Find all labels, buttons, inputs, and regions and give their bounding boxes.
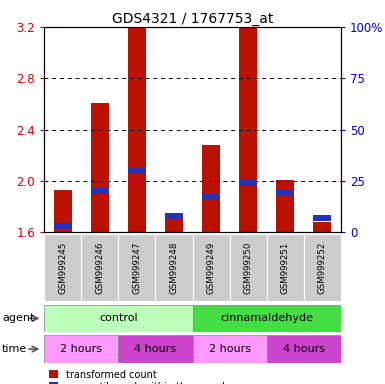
Text: 2 hours: 2 hours [209, 344, 251, 354]
Bar [165, 213, 183, 219]
Bar [313, 222, 331, 232]
Bar [202, 145, 220, 232]
Bar [165, 216, 183, 232]
Bar [81, 234, 119, 301]
Bar [239, 28, 257, 232]
Bar [119, 335, 192, 363]
Title: GDS4321 / 1767753_at: GDS4321 / 1767753_at [112, 12, 273, 26]
Text: GSM999252: GSM999252 [318, 242, 327, 294]
Bar [90, 103, 109, 232]
Text: cinnamaldehyde: cinnamaldehyde [220, 313, 313, 323]
Text: 4 hours: 4 hours [283, 344, 325, 354]
Text: time: time [2, 344, 27, 354]
Bar [313, 215, 331, 221]
Bar [54, 223, 72, 229]
Text: GSM999247: GSM999247 [132, 242, 141, 294]
Text: control: control [99, 313, 138, 323]
Bar [229, 234, 267, 301]
Bar [128, 167, 146, 174]
Text: agent: agent [2, 313, 34, 323]
Bar [119, 234, 156, 301]
Bar [128, 27, 146, 232]
Bar [90, 188, 109, 194]
Bar [44, 335, 119, 363]
Bar [202, 194, 220, 200]
Legend: transformed count, percentile rank within the sample: transformed count, percentile rank withi… [49, 370, 231, 384]
Bar [266, 335, 341, 363]
Bar [54, 190, 72, 232]
Bar [304, 234, 341, 301]
Text: GSM999250: GSM999250 [244, 242, 253, 294]
Bar [192, 335, 267, 363]
Text: 4 hours: 4 hours [134, 344, 176, 354]
Text: GSM999245: GSM999245 [58, 242, 67, 294]
Bar [192, 234, 229, 301]
Bar [239, 180, 257, 186]
Text: GSM999249: GSM999249 [206, 242, 216, 294]
Bar [266, 234, 304, 301]
Bar [276, 190, 295, 196]
Text: GSM999246: GSM999246 [95, 242, 104, 294]
Bar [44, 234, 81, 301]
Bar [44, 305, 192, 332]
Text: GSM999251: GSM999251 [281, 242, 290, 294]
Bar [276, 180, 295, 232]
Bar [192, 305, 341, 332]
Bar [156, 234, 192, 301]
Text: GSM999248: GSM999248 [169, 242, 179, 294]
Text: 2 hours: 2 hours [60, 344, 102, 354]
